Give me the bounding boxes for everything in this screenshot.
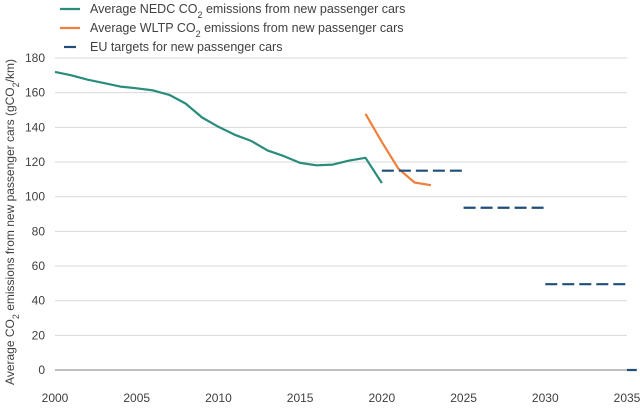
legend: Average NEDC CO2 emissions from new pass… <box>60 2 405 54</box>
y-tick-label-40: 40 <box>32 294 46 308</box>
x-tick-label-2030: 2030 <box>532 391 559 405</box>
y-tick-label-120: 120 <box>25 155 45 169</box>
x-tick-label-2010: 2010 <box>205 391 232 405</box>
x-tick-label-2000: 2000 <box>42 391 69 405</box>
legend-label-eu-targets: EU targets for new passenger cars <box>90 40 282 54</box>
series-line-nedc <box>54 70 383 184</box>
x-tick-label-2005: 2005 <box>123 391 150 405</box>
legend-label-wltp: Average WLTP CO2 emissions from new pass… <box>90 21 403 39</box>
y-tick-label-100: 100 <box>25 190 45 204</box>
x-tick-label-2025: 2025 <box>450 391 477 405</box>
x-tick-label-2020: 2020 <box>369 391 396 405</box>
x-tick-label-2015: 2015 <box>287 391 314 405</box>
gridlines <box>55 57 627 371</box>
y-axis-title: Average CO2 emissions from new passenger… <box>3 59 21 385</box>
series-line-wltp <box>364 113 432 187</box>
x-axis: 2000 2005 2010 2015 2020 2025 2030 2035 <box>42 391 640 405</box>
plot-area <box>54 70 637 372</box>
y-tick-label-80: 80 <box>32 224 46 238</box>
y-axis: 0 20 40 60 80 100 120 140 160 180 <box>25 51 45 377</box>
y-tick-label-20: 20 <box>32 328 46 342</box>
x-tick-label-2035: 2035 <box>614 391 640 405</box>
y-tick-label-160: 160 <box>25 86 45 100</box>
y-tick-label-0: 0 <box>38 363 45 377</box>
y-tick-label-180: 180 <box>25 51 45 65</box>
y-tick-label-60: 60 <box>32 259 46 273</box>
legend-label-nedc: Average NEDC CO2 emissions from new pass… <box>90 2 405 20</box>
y-tick-label-140: 140 <box>25 120 45 134</box>
